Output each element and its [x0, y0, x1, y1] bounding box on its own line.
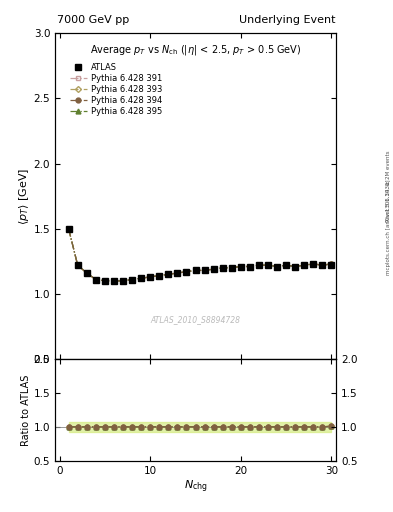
- X-axis label: $N_{\rm chg}$: $N_{\rm chg}$: [184, 478, 208, 495]
- Y-axis label: Ratio to ATLAS: Ratio to ATLAS: [21, 374, 31, 445]
- Text: Rivet 3.1.10, ≥ 2M events: Rivet 3.1.10, ≥ 2M events: [386, 150, 391, 222]
- Text: mcplots.cern.ch [arXiv:1306.3436]: mcplots.cern.ch [arXiv:1306.3436]: [386, 179, 391, 274]
- Legend: ATLAS, Pythia 6.428 391, Pythia 6.428 393, Pythia 6.428 394, Pythia 6.428 395: ATLAS, Pythia 6.428 391, Pythia 6.428 39…: [68, 60, 165, 119]
- Text: Average $p_T$ vs $N_{\rm ch}$ ($|\eta|$ < 2.5, $p_T$ > 0.5 GeV): Average $p_T$ vs $N_{\rm ch}$ ($|\eta|$ …: [90, 43, 301, 57]
- Text: 7000 GeV pp: 7000 GeV pp: [57, 15, 129, 25]
- Text: ATLAS_2010_S8894728: ATLAS_2010_S8894728: [151, 315, 241, 325]
- Text: Underlying Event: Underlying Event: [239, 15, 336, 25]
- Text: 2: 2: [385, 405, 391, 415]
- Y-axis label: $\langle p_T \rangle$ [GeV]: $\langle p_T \rangle$ [GeV]: [17, 167, 31, 225]
